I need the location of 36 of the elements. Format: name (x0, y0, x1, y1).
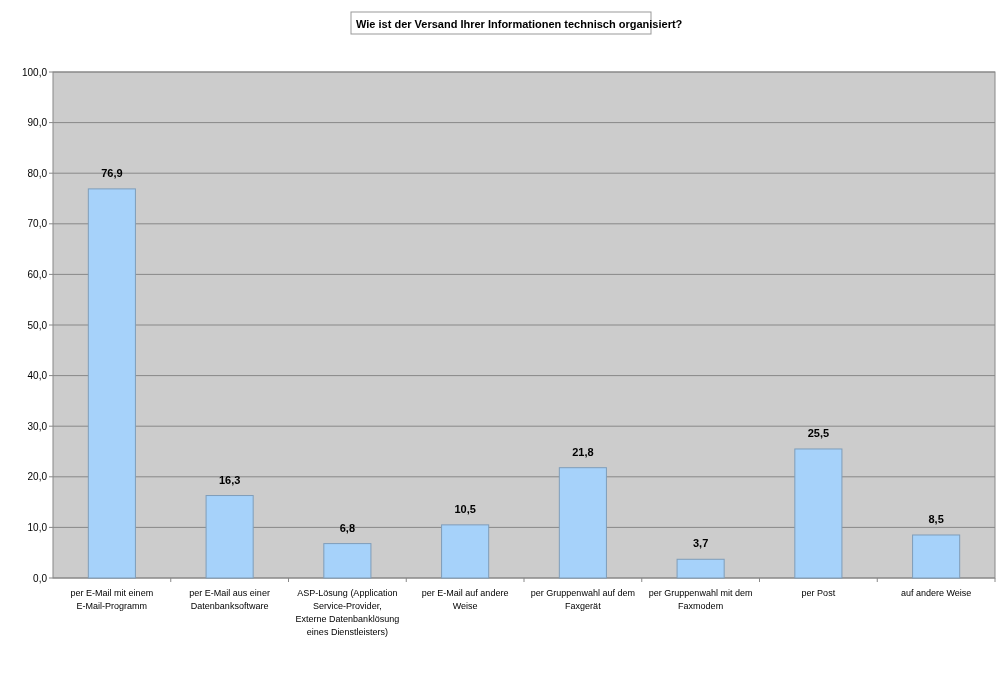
data-label: 16,3 (218, 473, 241, 486)
data-label: 25,5 (807, 426, 830, 439)
y-tick-label: 100,0 (21, 66, 48, 78)
bar (441, 524, 490, 579)
y-tick-label: 50,0 (27, 319, 48, 331)
bar (794, 448, 843, 579)
y-tick-label: 20,0 (27, 471, 48, 483)
data-label: 8,5 (928, 512, 944, 525)
bar (558, 467, 607, 579)
x-tick-label: per E-Mail aus einer Datenbanksoftware (189, 588, 270, 611)
y-tick-label: 40,0 (27, 370, 48, 382)
y-tick-label: 80,0 (27, 167, 48, 179)
x-tick-label: per Gruppenwahl mit dem Faxmodem (648, 588, 753, 611)
y-tick-label: 30,0 (27, 420, 48, 432)
x-tick-label: ASP-Lösung (Application Service-Provider, Externe Datenbanklösung eines Dienstleisters) (295, 588, 400, 637)
y-tick-label: 90,0 (27, 117, 48, 129)
data-label: 6,8 (339, 521, 356, 534)
y-tick-label: 0,0 (33, 572, 48, 584)
y-tick-label: 70,0 (27, 218, 48, 230)
data-label: 21,8 (572, 445, 594, 458)
x-tick-label: per E-Mail auf andere Weise (421, 588, 509, 611)
y-tick-label: 10,0 (27, 521, 48, 533)
bar (676, 558, 725, 579)
chart-title: Wie ist der Versand Ihrer Informationen technisch organisiert? (356, 18, 683, 30)
y-tick-label: 60,0 (27, 268, 48, 280)
x-tick-label: per Post (801, 588, 836, 598)
bar (912, 534, 961, 579)
data-label: 76,9 (101, 166, 123, 179)
x-tick-label: per E-Mail mit einem E-Mail-Programm (70, 588, 154, 611)
data-label: 10,5 (454, 502, 476, 515)
x-tick-label: auf andere Weise (900, 588, 972, 598)
data-label: 3,7 (692, 537, 709, 550)
x-tick-label: per Gruppenwahl auf dem Faxgerät (530, 588, 635, 611)
bar (87, 188, 136, 579)
bar (205, 495, 254, 579)
bar (323, 543, 372, 579)
